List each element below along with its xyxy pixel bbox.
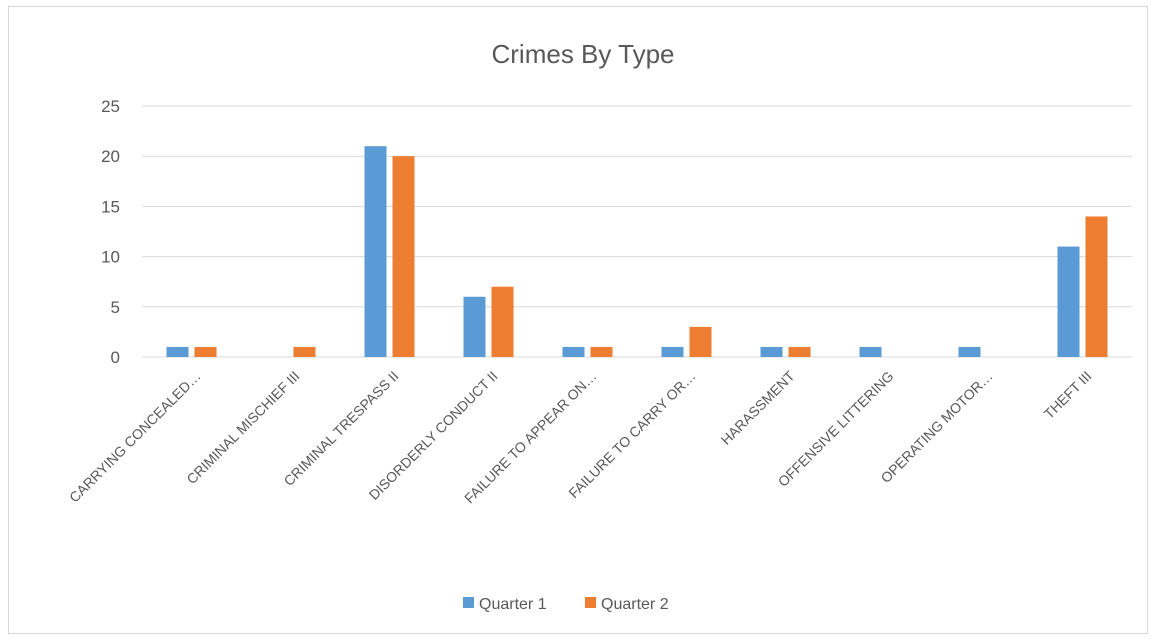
bar-quarter-2 xyxy=(590,346,613,357)
bar-quarter-1 xyxy=(1057,246,1080,357)
gridlines xyxy=(142,105,1132,358)
y-tick-label: 15 xyxy=(101,197,120,216)
bar-quarter-1 xyxy=(364,146,387,357)
bar-quarter-1 xyxy=(661,346,684,357)
bar-quarter-2 xyxy=(293,346,316,357)
legend-swatch xyxy=(585,597,596,608)
bar-quarter-1 xyxy=(760,346,783,357)
x-category-label: OPERATING MOTOR… xyxy=(877,368,995,486)
bar-quarter-1 xyxy=(166,346,189,357)
bars xyxy=(166,146,1108,357)
bar-quarter-1 xyxy=(463,296,486,357)
legend-label: Quarter 1 xyxy=(479,596,547,613)
bar-quarter-2 xyxy=(392,156,415,357)
bar-quarter-1 xyxy=(958,346,981,357)
x-category-label: THEFT III xyxy=(1041,368,1095,422)
y-tick-label: 20 xyxy=(101,147,120,166)
y-tick-label: 25 xyxy=(101,97,120,116)
y-tick-label: 0 xyxy=(111,348,120,367)
legend-swatch xyxy=(463,597,474,608)
y-tick-label: 10 xyxy=(101,248,120,267)
x-axis-tick-labels: CARRYING CONCEALED…CRIMINAL MISCHIEF III… xyxy=(66,367,1095,506)
bar-quarter-2 xyxy=(1085,216,1108,357)
x-category-label: OFFENSIVE LITTERING xyxy=(775,368,897,490)
x-category-label: CARRYING CONCEALED… xyxy=(66,368,204,506)
legend: Quarter 1 Quarter 2 xyxy=(463,596,669,613)
bar-quarter-2 xyxy=(491,286,514,357)
x-category-label: CRIMINAL MISCHIEF III xyxy=(183,368,302,487)
bar-quarter-2 xyxy=(194,346,217,357)
x-category-label: HARASSMENT xyxy=(718,367,798,447)
x-category-label: CRIMINAL TRESPASS II xyxy=(280,368,401,489)
y-axis-tick-labels: 0 5 10 15 20 25 xyxy=(101,97,120,367)
y-tick-label: 5 xyxy=(111,298,120,317)
bar-quarter-2 xyxy=(788,346,811,357)
legend-label: Quarter 2 xyxy=(601,596,669,613)
chart-title: Crimes By Type xyxy=(491,39,674,69)
bar-quarter-1 xyxy=(859,346,882,357)
chart-frame xyxy=(8,6,1148,634)
bar-quarter-1 xyxy=(562,346,585,357)
bar-quarter-2 xyxy=(689,326,712,357)
